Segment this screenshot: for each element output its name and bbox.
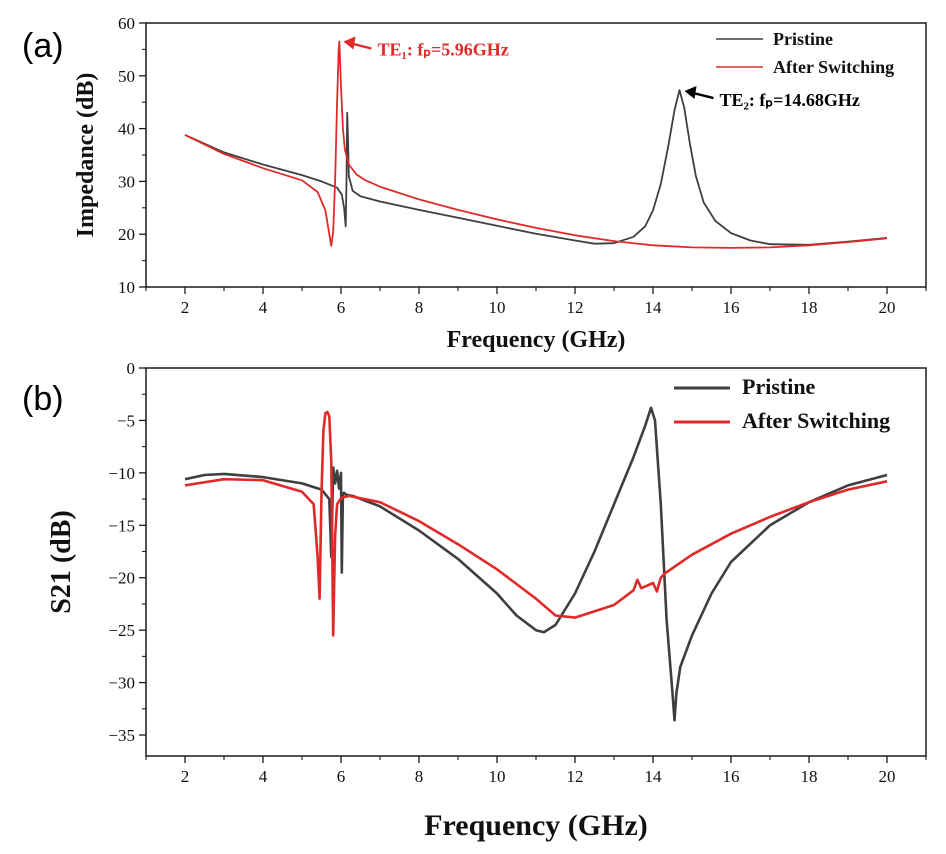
x-tick-label: 12 — [567, 298, 584, 317]
x-tick-label: 8 — [415, 298, 424, 317]
y-tick-label: −15 — [108, 516, 135, 535]
y-tick-label: −25 — [108, 621, 135, 640]
annotation-te2: TE₂: fₚ=14.68GHz — [720, 90, 860, 110]
x-tick-label: 2 — [181, 298, 190, 317]
x-axis-title: Frequency (GHz) — [424, 809, 648, 842]
y-axis-title: Impedance (dB) — [73, 73, 99, 238]
annotation-arrowhead-te1 — [343, 36, 356, 50]
x-tick-label: 10 — [489, 767, 506, 786]
series-line-pristine — [184, 406, 888, 722]
y-tick-label: −10 — [108, 464, 135, 483]
x-axis-title: Frequency (GHz) — [447, 327, 626, 353]
legend-label-pristine: Pristine — [742, 374, 816, 399]
y-tick-label: −20 — [108, 569, 135, 588]
x-tick-label: 14 — [645, 767, 663, 786]
series-line-after-switching — [184, 40, 888, 249]
panel-a-label: (a) — [22, 27, 64, 65]
series-line-pristine — [184, 89, 888, 246]
x-tick-label: 6 — [337, 767, 346, 786]
y-axis-title: S21 (dB) — [46, 510, 77, 613]
y-tick-label: 50 — [118, 67, 135, 86]
x-tick-label: 8 — [415, 767, 424, 786]
x-tick-label: 10 — [489, 298, 506, 317]
x-tick-label: 2 — [181, 767, 190, 786]
legend-label-pristine: Pristine — [773, 29, 833, 49]
x-tick-label: 18 — [801, 298, 818, 317]
series-line-after-switching — [184, 410, 888, 637]
y-tick-label: −35 — [108, 726, 135, 745]
legend-label-after-switching: After Switching — [773, 57, 894, 77]
x-tick-label: 18 — [801, 767, 818, 786]
x-tick-label: 4 — [259, 767, 268, 786]
annotation-arrowhead-te2 — [684, 86, 697, 100]
x-tick-label: 6 — [337, 298, 346, 317]
x-tick-label: 16 — [723, 298, 740, 317]
x-tick-label: 4 — [259, 298, 268, 317]
x-tick-label: 20 — [879, 298, 896, 317]
y-tick-label: −5 — [117, 411, 135, 430]
y-tick-label: 60 — [118, 14, 135, 33]
x-tick-label: 14 — [645, 298, 663, 317]
y-tick-label: 30 — [118, 172, 135, 191]
x-tick-label: 20 — [879, 767, 896, 786]
annotation-te1: TE₁: fₚ=5.96GHz — [377, 39, 508, 59]
panel-b-label: (b) — [22, 380, 64, 418]
x-tick-label: 12 — [567, 767, 584, 786]
impedance-chart: 2 4 6 8 10 12 14 16 18 20 10 20 30 40 50 60 Frequency (G… — [73, 14, 927, 353]
y-tick-label: 40 — [118, 120, 135, 139]
x-tick-label: 16 — [723, 767, 740, 786]
y-tick-label: 20 — [118, 225, 135, 244]
y-tick-label: 10 — [118, 278, 135, 297]
s21-chart: 2 4 6 8 10 12 14 16 18 20 0 −5 −10 −15 −20 −25 −30 −35 Fre… — [46, 359, 927, 842]
y-tick-label: −30 — [108, 674, 135, 693]
legend-label-after-switching: After Switching — [742, 408, 890, 433]
y-tick-label: 0 — [127, 359, 136, 378]
